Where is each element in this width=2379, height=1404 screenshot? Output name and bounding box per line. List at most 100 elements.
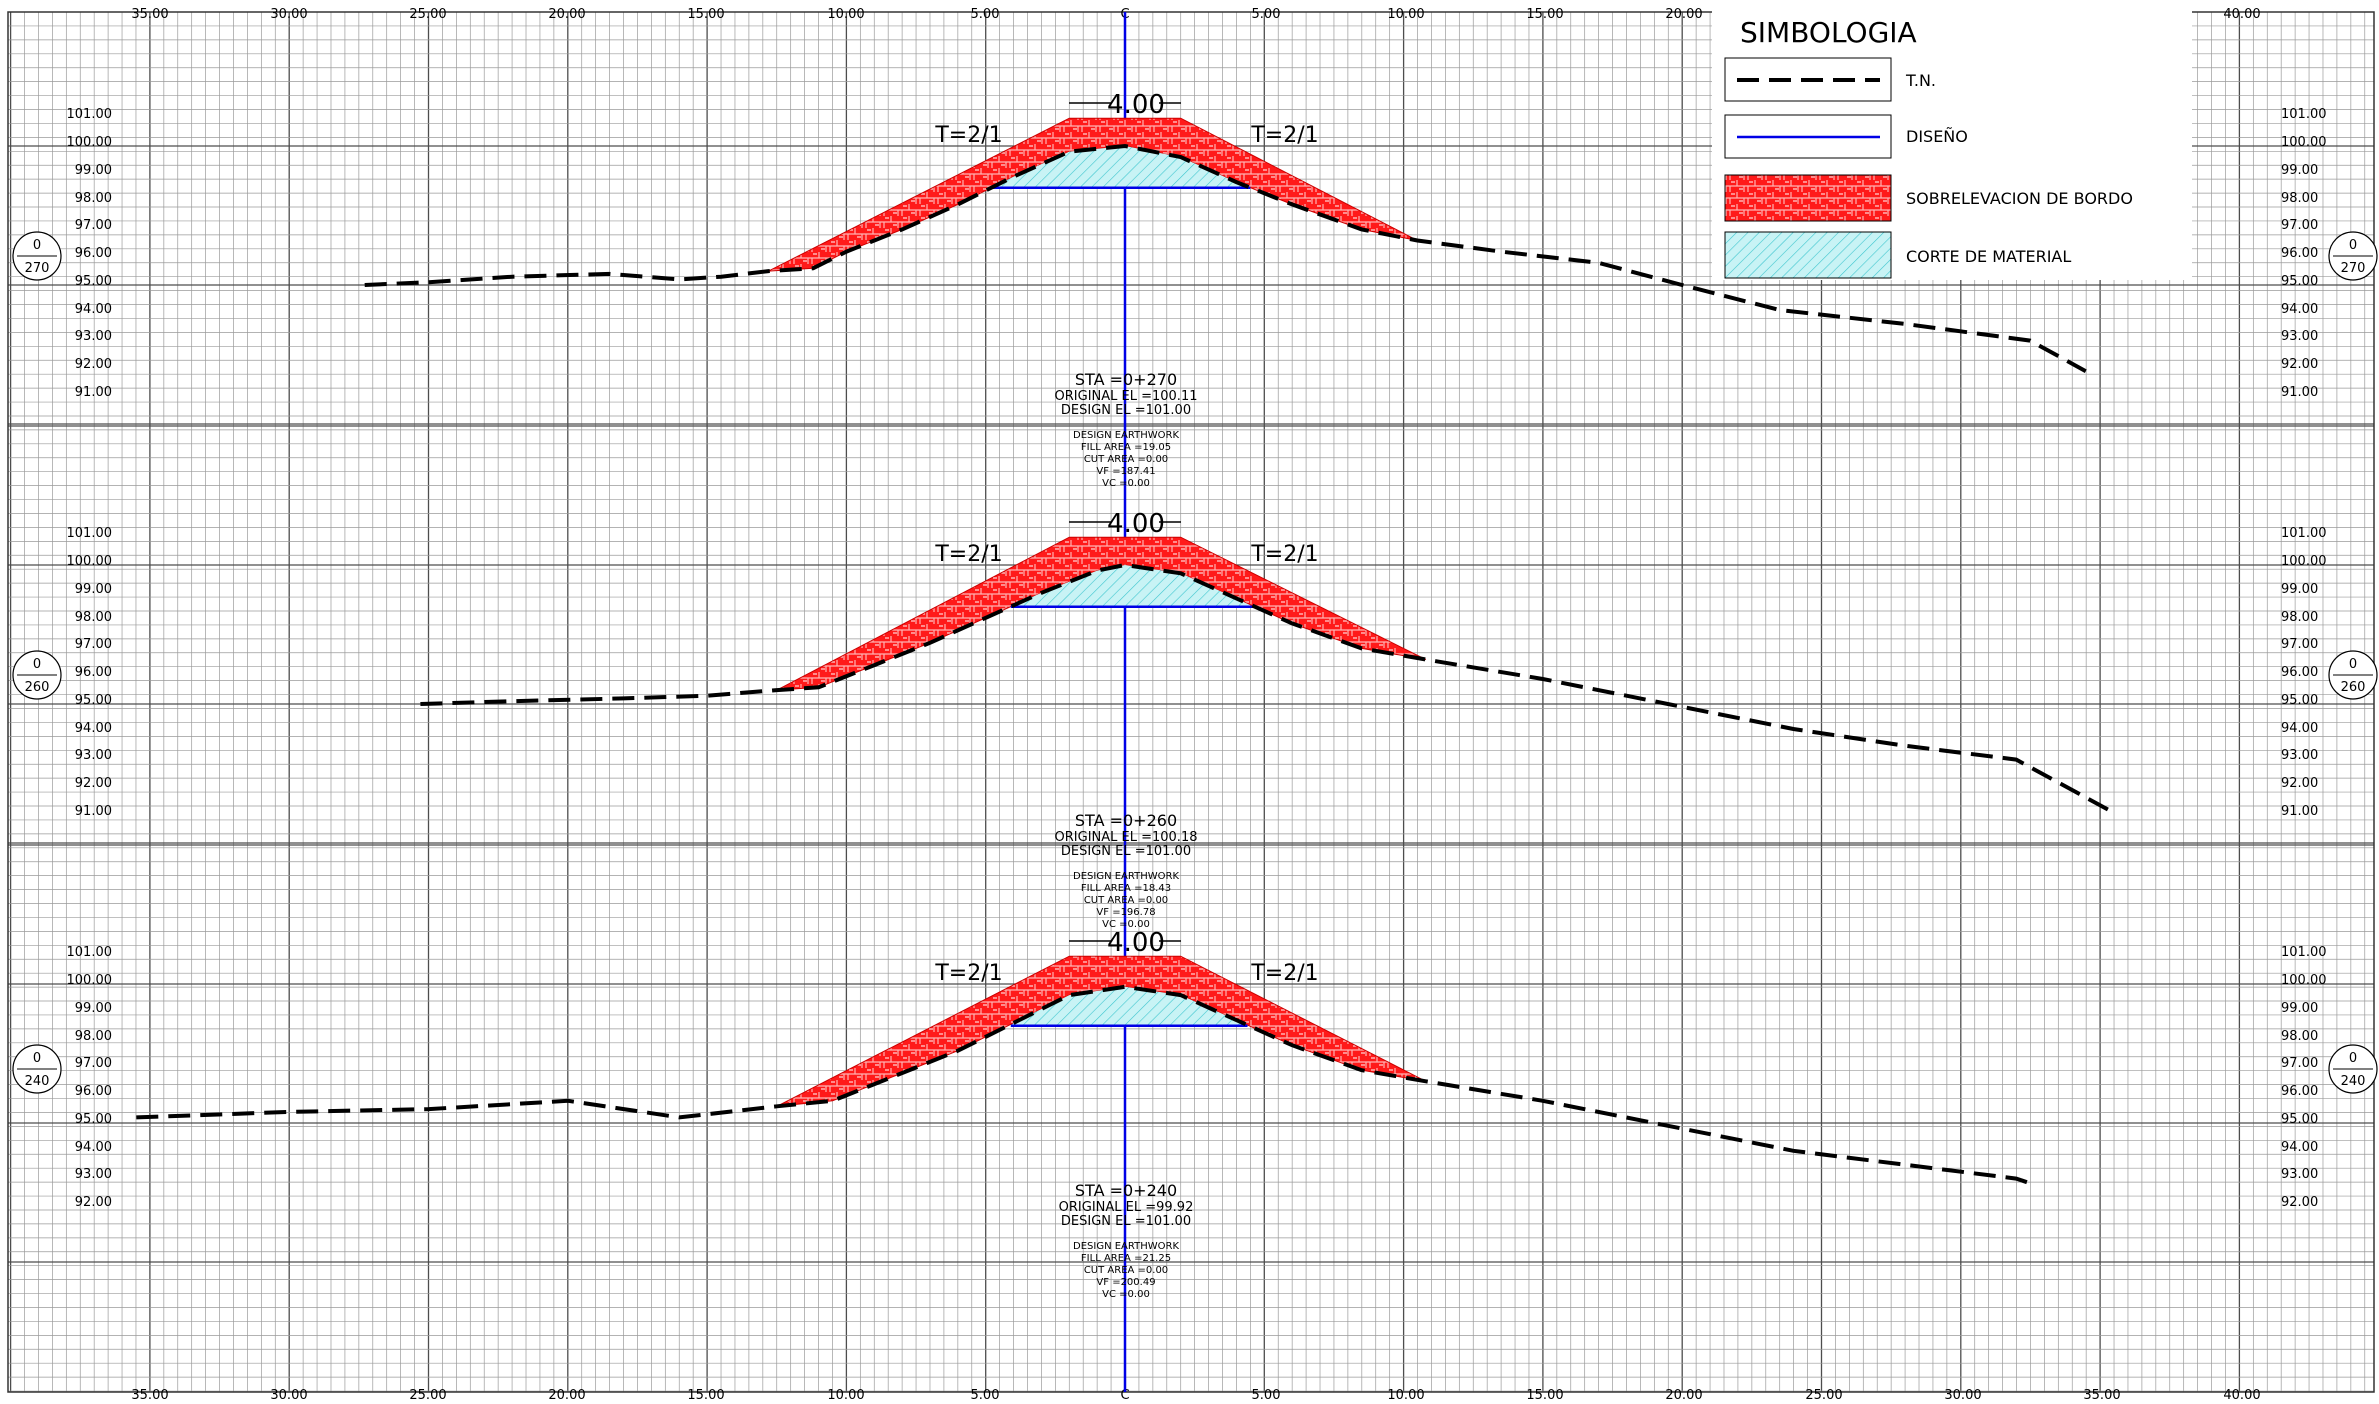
elevation-label: 91.00 xyxy=(2281,804,2318,819)
elevation-label: 93.00 xyxy=(2281,1167,2318,1182)
elevation-label: 94.00 xyxy=(2281,302,2318,317)
elevation-label: 92.00 xyxy=(2281,357,2318,372)
elevation-label: 91.00 xyxy=(75,804,112,819)
station-info: STA =0+270 ORIGINAL EL =100.11 DESIGN EL… xyxy=(1055,370,1198,489)
elevation-label: 94.00 xyxy=(2281,721,2318,736)
slope-label-right: T=2/1 xyxy=(1250,542,1318,567)
elevation-label: 95.00 xyxy=(2281,693,2318,708)
fill-area: FILL AREA =19.05 xyxy=(1081,442,1171,453)
station-top: 0 xyxy=(33,657,41,672)
x-tick-label: 20.00 xyxy=(548,1388,585,1403)
cut-area-value: CUT AREA =0.00 xyxy=(1084,895,1168,906)
x-tick-label: 5.00 xyxy=(1252,7,1281,22)
x-tick-label: 20.00 xyxy=(1665,7,1702,22)
elevation-label: 101.00 xyxy=(2281,945,2327,960)
station-bubble-left: 0 260 xyxy=(13,651,61,699)
slope-label-left: T=2/1 xyxy=(934,542,1002,567)
earthwork-title: DESIGN EARTHWORK xyxy=(1073,1241,1179,1252)
elevation-label: 99.00 xyxy=(2281,1001,2318,1016)
x-tick-label: 15.00 xyxy=(687,1388,724,1403)
elevation-label: 101.00 xyxy=(67,526,113,541)
elevation-label: 93.00 xyxy=(75,329,112,344)
x-tick-label: 15.00 xyxy=(687,7,724,22)
x-tick-label: 30.00 xyxy=(270,1388,307,1403)
x-tick-label: 25.00 xyxy=(409,1388,446,1403)
x-tick-label: 40.00 xyxy=(2223,1388,2260,1403)
x-tick-label: 30.00 xyxy=(1944,1388,1981,1403)
original-elevation: ORIGINAL EL =100.11 xyxy=(1055,389,1198,404)
elevation-labels-right: 101.00 100.00 99.00 98.00 97.00 96.00 95… xyxy=(2281,526,2327,819)
station-label: STA =0+260 xyxy=(1075,811,1177,830)
fill-area: FILL AREA =18.43 xyxy=(1081,883,1171,894)
legend-label-diseno: DISEÑO xyxy=(1906,127,1968,146)
cut-volume: VC =0.00 xyxy=(1102,478,1150,489)
design-elevation: DESIGN EL =101.00 xyxy=(1061,1214,1191,1229)
elevation-label: 91.00 xyxy=(75,385,112,400)
legend: SIMBOLOGIA T.N. DISEÑO SOBRELEVACION DE … xyxy=(1712,8,2192,280)
x-tick-label: 5.00 xyxy=(971,1388,1000,1403)
earthwork-title: DESIGN EARTHWORK xyxy=(1073,871,1179,882)
elevation-label: 94.00 xyxy=(75,302,112,317)
elevation-label: 94.00 xyxy=(75,1140,112,1155)
x-tick-label: 10.00 xyxy=(1387,7,1424,22)
station-top: 0 xyxy=(2349,657,2357,672)
x-tick-label: 35.00 xyxy=(131,7,168,22)
station-bubble-left: 0 240 xyxy=(13,1045,61,1093)
original-elevation: ORIGINAL EL =99.92 xyxy=(1059,1200,1194,1215)
design-elevation: DESIGN EL =101.00 xyxy=(1061,403,1191,418)
original-elevation: ORIGINAL EL =100.18 xyxy=(1055,830,1198,845)
elevation-label: 97.00 xyxy=(2281,1056,2318,1071)
elevation-label: 92.00 xyxy=(75,357,112,372)
x-tick-label: 10.00 xyxy=(1387,1388,1424,1403)
x-tick-label: 25.00 xyxy=(409,7,446,22)
elevation-label: 101.00 xyxy=(67,945,113,960)
x-tick-label: 20.00 xyxy=(548,7,585,22)
elevation-label: 96.00 xyxy=(2281,246,2318,261)
x-tick-label: 35.00 xyxy=(2083,1388,2120,1403)
station-label: STA =0+240 xyxy=(1075,1181,1177,1200)
elevation-label: 97.00 xyxy=(75,1056,112,1071)
elevation-label: 97.00 xyxy=(2281,218,2318,233)
elevation-label: 100.00 xyxy=(2281,973,2327,988)
station-bottom: 260 xyxy=(2341,680,2366,695)
station-bottom: 240 xyxy=(25,1074,50,1089)
elevation-label: 96.00 xyxy=(75,1084,112,1099)
elevation-label: 98.00 xyxy=(75,1029,112,1044)
fill-area: FILL AREA =21.25 xyxy=(1081,1253,1171,1264)
elevation-label: 93.00 xyxy=(2281,329,2318,344)
legend-title: SIMBOLOGIA xyxy=(1740,16,1917,49)
elevation-label: 93.00 xyxy=(75,748,112,763)
legend-label-sobrelevacion: SOBRELEVACION DE BORDO xyxy=(1906,189,2133,208)
x-tick-label: 40.00 xyxy=(2223,7,2260,22)
station-bubble-right: 0 240 xyxy=(2329,1045,2377,1093)
crest-width-dimension: 4.00 xyxy=(1069,90,1181,120)
x-tick-label: 10.00 xyxy=(827,7,864,22)
elevation-label: 92.00 xyxy=(75,776,112,791)
x-tick-label: 25.00 xyxy=(1805,1388,1842,1403)
elevation-label: 96.00 xyxy=(75,665,112,680)
slope-label-right: T=2/1 xyxy=(1250,961,1318,986)
elevation-label: 95.00 xyxy=(2281,274,2318,289)
elevation-label: 94.00 xyxy=(75,721,112,736)
elevation-label: 96.00 xyxy=(75,246,112,261)
slope-label-left: T=2/1 xyxy=(934,123,1002,148)
x-tick-label: 15.00 xyxy=(1526,7,1563,22)
legend-label-tn: T.N. xyxy=(1905,71,1936,90)
crest-width-label: 4.00 xyxy=(1107,928,1165,958)
elevation-labels-left: 101.00 100.00 99.00 98.00 97.00 96.00 95… xyxy=(67,945,113,1210)
x-axis-bottom: 35.00 30.00 25.00 20.00 15.00 10.00 5.00… xyxy=(131,1388,2260,1403)
x-tick-label: 5.00 xyxy=(971,7,1000,22)
station-top: 0 xyxy=(33,1051,41,1066)
x-tick-label: 15.00 xyxy=(1526,1388,1563,1403)
elevation-label: 95.00 xyxy=(75,693,112,708)
crest-width-label: 4.00 xyxy=(1107,90,1165,120)
elevation-label: 91.00 xyxy=(2281,385,2318,400)
elevation-label: 101.00 xyxy=(2281,107,2327,122)
elevation-label: 98.00 xyxy=(2281,1029,2318,1044)
elevation-label: 92.00 xyxy=(2281,776,2318,791)
station-top: 0 xyxy=(33,238,41,253)
elevation-label: 100.00 xyxy=(67,135,113,150)
earthwork-title: DESIGN EARTHWORK xyxy=(1073,430,1179,441)
x-tick-label: 35.00 xyxy=(131,1388,168,1403)
